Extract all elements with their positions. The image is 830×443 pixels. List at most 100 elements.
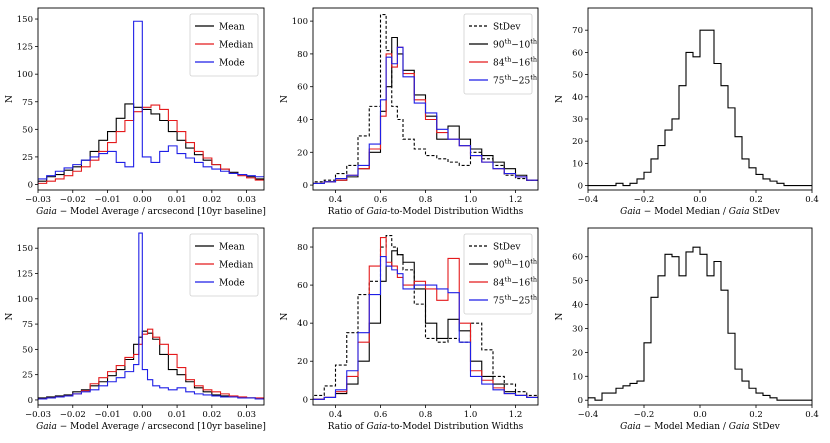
x-tick-label: −0.4 xyxy=(578,195,599,205)
x-tick-label: 0.02 xyxy=(202,195,221,205)
x-tick-label: 0.2 xyxy=(749,195,763,205)
y-tick-label: 20 xyxy=(297,357,308,367)
legend: StDev 90th−10th 84th−16th 75th−25th xyxy=(463,13,537,95)
y-axis-label: N xyxy=(5,95,15,103)
legend-label: 75th−25th xyxy=(493,294,537,307)
x-tick-label: 0.4 xyxy=(329,410,343,420)
histogram-75th-25th xyxy=(313,256,538,400)
histogram-75th-25th xyxy=(313,46,538,186)
y-tick-label: 0 xyxy=(303,395,308,405)
x-tick-label: 0.4 xyxy=(805,195,819,205)
y-axis-label: N xyxy=(5,312,15,320)
legend-label: StDev xyxy=(493,243,521,253)
y-tick-label: 75 xyxy=(22,320,33,330)
histogram-90th-10th xyxy=(313,36,538,186)
x-tick-label: 0.0 xyxy=(693,410,707,420)
x-tick-label: −0.4 xyxy=(578,410,599,420)
panel-p3: −0.4 −0.2 0.0 0.2 0.4 0 10 20 30 40 50 60 70 Gaia − M… xyxy=(555,7,819,217)
y-tick-label: 40 xyxy=(572,93,583,103)
y-tick-label: 40 xyxy=(572,301,583,311)
legend-label: 90th−10th xyxy=(493,38,537,51)
y-tick-label: 0 xyxy=(578,182,583,192)
legend-label: Median xyxy=(219,41,254,51)
x-axis-label: Gaia − Model Average / arcsecond [10yr b… xyxy=(36,207,266,217)
histogram-median-stdev xyxy=(588,29,812,187)
x-tick-label: −0.03 xyxy=(25,410,51,420)
y-tick-label: 25 xyxy=(22,371,33,381)
x-tick-label: 1.2 xyxy=(509,195,523,205)
x-tick-label: −0.02 xyxy=(60,195,86,205)
x-tick-label: −0.2 xyxy=(634,195,655,205)
panel-p6: −0.4 −0.2 0.0 0.2 0.4 0 10 20 30 40 50 60 Gaia − Mod… xyxy=(555,227,819,432)
legend-label: StDev xyxy=(493,23,521,33)
legend-box xyxy=(463,13,533,95)
y-axis-label: N xyxy=(280,312,290,320)
x-tick-label: −0.2 xyxy=(634,410,655,420)
y-tick-label: 125 xyxy=(17,270,33,280)
x-tick-label: 0.03 xyxy=(237,410,256,420)
legend-label: 90th−10th xyxy=(493,258,537,271)
x-tick-label: 0.6 xyxy=(374,195,388,205)
legend-box xyxy=(189,233,259,297)
x-tick-label: −0.01 xyxy=(95,410,121,420)
legend-label: Mode xyxy=(219,279,245,289)
legend-label: Median xyxy=(219,261,254,271)
axes-frame xyxy=(37,227,265,406)
x-tick-label: −0.01 xyxy=(95,195,121,205)
legend-label: Mode xyxy=(219,59,245,69)
x-tick-label: 0.4 xyxy=(329,195,343,205)
y-tick-label: 100 xyxy=(292,17,308,27)
y-tick-label: 30 xyxy=(572,324,583,334)
x-tick-label: 0.01 xyxy=(168,410,187,420)
y-tick-label: 100 xyxy=(17,70,33,80)
y-tick-label: 50 xyxy=(572,277,583,287)
x-tick-label: −0.02 xyxy=(60,410,86,420)
histogram-mode xyxy=(38,20,264,185)
y-tick-label: 10 xyxy=(572,159,583,169)
axes-frame xyxy=(37,7,265,191)
x-tick-label: 1.0 xyxy=(464,195,478,205)
y-tick-label: 150 xyxy=(17,244,33,254)
panel-p5: 0.4 0.6 0.8 1.0 1.2 0 20 40 60 80 Ratio of Gaia-to… xyxy=(280,227,539,432)
y-axis-label: N xyxy=(555,312,565,320)
y-tick-label: 80 xyxy=(297,243,308,253)
x-tick-label: 0.01 xyxy=(168,195,187,205)
x-tick-label: 0.6 xyxy=(374,410,388,420)
legend-box xyxy=(463,233,533,315)
y-tick-label: 50 xyxy=(22,345,33,355)
x-tick-label: 0.0 xyxy=(693,195,707,205)
y-tick-label: 70 xyxy=(572,26,583,36)
y-tick-label: 30 xyxy=(572,115,583,125)
legend-label: 84th−16th xyxy=(493,56,537,69)
y-tick-label: 125 xyxy=(17,43,33,53)
x-tick-label: 0.00 xyxy=(133,410,152,420)
y-tick-label: 40 xyxy=(297,115,308,125)
legend-label: 75th−25th xyxy=(493,74,537,87)
legend-label: Mean xyxy=(219,23,245,33)
y-tick-label: 50 xyxy=(572,71,583,81)
y-tick-label: 0 xyxy=(28,396,33,406)
y-tick-label: 20 xyxy=(572,348,583,358)
legend-label: 84th−16th xyxy=(493,276,537,289)
y-tick-label: 75 xyxy=(22,98,33,108)
legend-box xyxy=(189,13,259,77)
panel-p1: −0.03 −0.02 −0.01 0.00 0.01 0.02 0.03 0 25 50 75 10… xyxy=(5,7,266,217)
x-tick-label: 0.03 xyxy=(237,195,256,205)
y-tick-label: 0 xyxy=(28,180,33,190)
y-tick-label: 0 xyxy=(303,181,308,191)
y-tick-label: 0 xyxy=(578,396,583,406)
histogram-mean xyxy=(38,330,264,400)
y-tick-label: 20 xyxy=(572,137,583,147)
histogram-median xyxy=(38,104,264,185)
legend: Mean Median Mode xyxy=(189,233,259,297)
y-tick-label: 10 xyxy=(572,372,583,382)
y-tick-label: 25 xyxy=(22,153,33,163)
x-axis-label: Gaia − Model Average / arcsecond [10yr b… xyxy=(36,422,266,432)
y-tick-label: 150 xyxy=(17,15,33,25)
y-tick-label: 60 xyxy=(572,48,583,58)
y-tick-label: 60 xyxy=(572,253,583,263)
y-tick-label: 60 xyxy=(297,83,308,93)
x-tick-label: 0.4 xyxy=(805,410,819,420)
x-axis-label: Ratio of Gaia-to-Model Distribution Widt… xyxy=(328,422,524,432)
